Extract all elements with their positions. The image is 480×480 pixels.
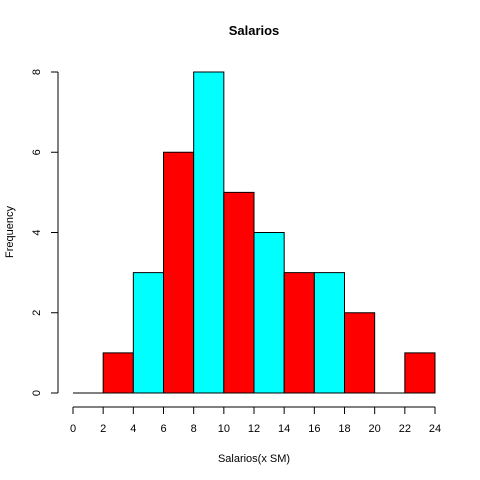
x-axis-label: Salarios(x SM) bbox=[218, 453, 290, 465]
y-tick-label: 0 bbox=[31, 390, 43, 396]
y-tick-label: 8 bbox=[31, 69, 43, 75]
histogram-bar-4-6 bbox=[132, 272, 164, 394]
x-tick-label: 10 bbox=[218, 423, 230, 435]
y-axis: 0 2 4 6 8 bbox=[31, 69, 59, 396]
x-tick-label: 8 bbox=[191, 423, 197, 435]
x-tick-label: 24 bbox=[429, 423, 441, 435]
y-tick-label: 2 bbox=[31, 310, 43, 316]
histogram-bar-6-8 bbox=[163, 151, 195, 394]
x-tick-label: 4 bbox=[130, 423, 136, 435]
x-tick-label: 0 bbox=[70, 423, 76, 435]
histogram-bar-10-12 bbox=[223, 191, 255, 394]
x-tick-label: 12 bbox=[248, 423, 260, 435]
histogram-bar-14-16 bbox=[283, 272, 315, 394]
y-tick-label: 4 bbox=[31, 229, 43, 235]
histogram-bar-12-14 bbox=[253, 232, 285, 394]
histogram-bar-18-20 bbox=[344, 312, 376, 394]
histogram-bar-16-18 bbox=[313, 272, 346, 394]
histogram-bar-22-24 bbox=[404, 352, 436, 394]
x-tick-label: 22 bbox=[399, 423, 411, 435]
bars-group bbox=[73, 71, 436, 394]
y-axis-label: Frequency bbox=[4, 206, 16, 258]
y-tick-label: 6 bbox=[31, 149, 43, 155]
x-tick-label: 20 bbox=[369, 423, 381, 435]
x-tick-label: 16 bbox=[308, 423, 320, 435]
x-tick-label: 18 bbox=[338, 423, 350, 435]
x-axis: 0 2 4 6 8 10 12 14 16 18 20 22 24 bbox=[70, 406, 441, 435]
histogram-bar-2-4 bbox=[102, 352, 134, 394]
histogram-bar-8-10 bbox=[193, 71, 225, 394]
x-tick-label: 14 bbox=[278, 423, 290, 435]
x-tick-label: 2 bbox=[100, 423, 106, 435]
chart-title: Salarios bbox=[229, 23, 280, 38]
x-tick-label: 6 bbox=[160, 423, 166, 435]
